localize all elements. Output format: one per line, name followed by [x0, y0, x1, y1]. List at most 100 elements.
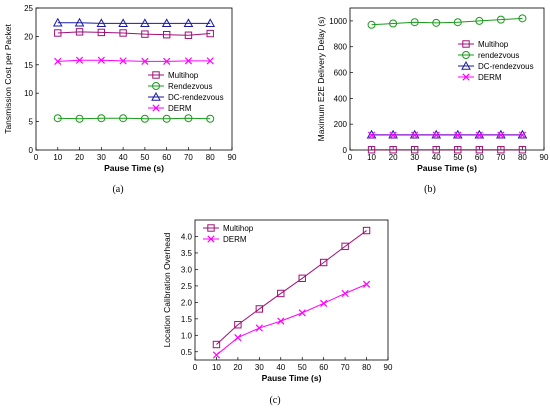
data-point	[119, 57, 127, 65]
data-point	[432, 146, 440, 154]
y-tick-label: 0	[29, 146, 34, 155]
legend-marker	[152, 104, 160, 112]
x-tick-label: 90	[540, 153, 549, 162]
data-point	[431, 129, 442, 139]
data-point	[475, 131, 483, 139]
legend-entry: DERM	[168, 104, 192, 113]
y-axis-label: Location Calibration Overhead	[162, 232, 172, 347]
data-point	[411, 131, 419, 139]
x-tick-label: 50	[140, 153, 149, 162]
x-tick-label: 40	[119, 153, 128, 162]
data-point	[75, 114, 84, 123]
data-point	[298, 274, 306, 283]
chart-caption: (b)	[424, 184, 436, 195]
chart-panel-3: 0 10 20 30 40 50 60 70 80 90 0.5 1.0 1.5 2.0 2.5 3.0 3.5…	[162, 219, 393, 406]
legend-marker	[462, 40, 470, 48]
x-axis-label: Pause Time (s)	[417, 163, 477, 173]
data-point	[54, 57, 62, 66]
y-tick-label: 2.0	[181, 298, 193, 307]
x-tick-label: 90	[384, 363, 393, 372]
legend-marker	[152, 71, 160, 79]
x-tick-label: 40	[276, 363, 285, 372]
series-line-multihop	[216, 230, 367, 345]
data-point	[119, 29, 127, 37]
data-point	[410, 146, 419, 154]
y-axis-label: Maximum E2E Delivery Delay (s)	[316, 16, 326, 141]
x-tick-label: 80	[206, 153, 215, 162]
data-point	[409, 129, 420, 139]
legend-marker	[207, 224, 215, 232]
data-point	[162, 114, 171, 123]
legend-entry: DERM	[478, 73, 502, 82]
x-tick-label: 30	[255, 363, 264, 372]
x-tick-label: 50	[453, 153, 462, 162]
legend-entry: Multihop	[478, 40, 509, 49]
x-tick-label: 20	[233, 363, 242, 372]
data-point	[410, 18, 419, 27]
y-tick-label: 3.5	[181, 249, 193, 258]
legend-entry: Multihop	[223, 224, 254, 233]
x-tick-label: 20	[75, 153, 84, 162]
chart-caption: (a)	[112, 184, 123, 195]
data-point	[320, 299, 328, 307]
data-point	[454, 146, 462, 154]
chart-caption: (c)	[269, 395, 280, 406]
series-line-dc-rendezvous	[57, 22, 211, 24]
x-tick-label: 10	[367, 153, 376, 162]
data-point	[517, 129, 528, 139]
data-point	[341, 289, 349, 298]
x-tick-label: 70	[341, 363, 350, 372]
legend-entry: Rendezvous	[168, 82, 212, 91]
data-point	[474, 129, 485, 139]
data-point	[388, 129, 398, 139]
y-tick-label: 20	[24, 32, 33, 41]
data-point	[97, 56, 105, 64]
data-point	[74, 17, 85, 27]
x-axis-label: Pause Time (s)	[262, 373, 322, 383]
data-point	[496, 15, 505, 24]
data-point	[367, 146, 376, 154]
data-point	[432, 18, 441, 27]
data-point	[362, 280, 371, 288]
data-point	[452, 129, 463, 139]
chart-panel-1: 0 10 20 30 40 50 60 70 80 90 0 5 10 15 20 25 Pause Time …	[3, 4, 237, 195]
data-point	[75, 28, 84, 36]
data-point	[518, 146, 527, 154]
y-tick-label: 2.5	[181, 282, 193, 291]
legend-entry: DC-rendezvous	[478, 62, 534, 71]
data-point	[362, 226, 371, 235]
data-point	[52, 17, 63, 27]
x-tick-label: 60	[475, 153, 484, 162]
y-tick-label: 0.5	[181, 348, 193, 357]
x-tick-label: 40	[432, 153, 441, 162]
data-point	[184, 57, 193, 65]
data-point	[255, 324, 263, 332]
data-point	[454, 131, 462, 139]
data-point	[234, 321, 242, 329]
data-point	[205, 18, 216, 28]
legend-marker	[207, 235, 215, 243]
y-tick-label: 800	[334, 43, 348, 52]
y-tick-label: 4.0	[181, 232, 193, 241]
data-point	[497, 131, 505, 139]
legend-entry: DERM	[223, 235, 247, 244]
data-point	[475, 16, 484, 25]
data-point	[75, 56, 84, 64]
x-tick-label: 0	[34, 153, 39, 162]
legend-marker	[462, 51, 470, 59]
data-point	[212, 340, 221, 349]
data-point	[206, 114, 215, 123]
data-point	[161, 18, 172, 28]
x-tick-label: 60	[162, 153, 171, 162]
data-point	[518, 131, 527, 139]
plot-frame	[194, 219, 389, 361]
legend-marker	[151, 91, 161, 101]
y-tick-label: 400	[334, 94, 348, 103]
x-tick-label: 20	[389, 153, 398, 162]
data-point	[183, 18, 194, 28]
data-point	[255, 305, 264, 313]
data-point	[277, 289, 285, 298]
data-point	[97, 28, 106, 37]
x-tick-label: 70	[496, 153, 505, 162]
x-tick-label: 30	[97, 153, 106, 162]
